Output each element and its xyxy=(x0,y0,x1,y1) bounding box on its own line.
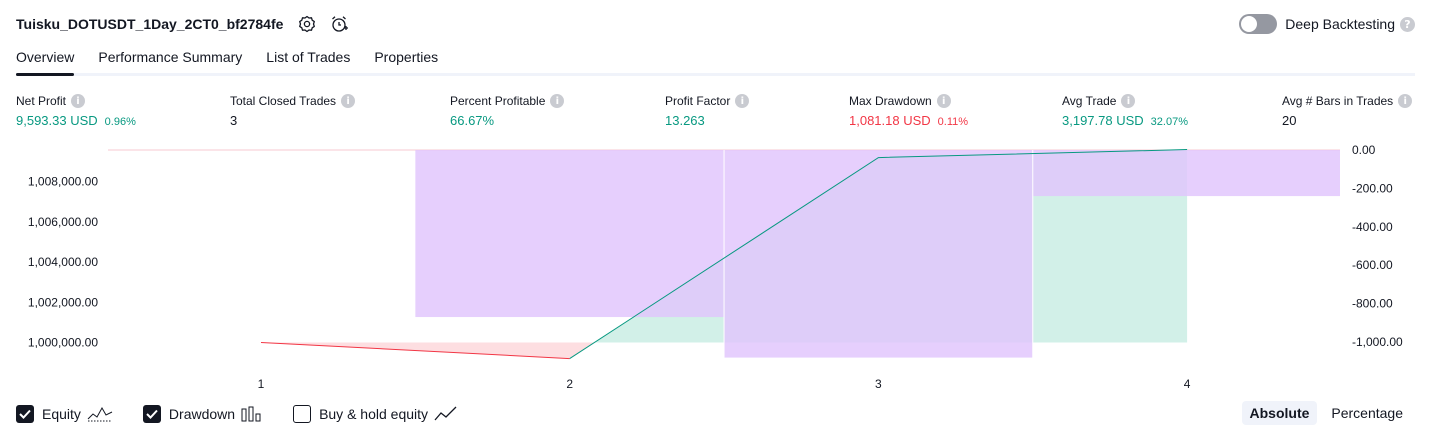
metric-avg-trade: Avg Trade i 3,197.78 USD 32.07% xyxy=(1062,93,1188,128)
metric-percent: 0.11% xyxy=(937,116,969,128)
metric-label: Net Profit xyxy=(16,94,67,108)
metric-value: 1,081.18 USD xyxy=(849,113,931,128)
metric-value: 9,593.33 USD xyxy=(16,113,98,128)
metric-value: 3 xyxy=(230,113,238,128)
left-axis-tick-label: 1,008,000.00 xyxy=(28,175,98,189)
absolute-button[interactable]: Absolute xyxy=(1241,401,1318,425)
legend-equity[interactable]: Equity xyxy=(16,405,113,423)
legend-label: Buy & hold equity xyxy=(319,406,429,422)
equity-line-up xyxy=(569,149,1188,359)
left-axis-tick-label: 1,004,000.00 xyxy=(28,255,98,269)
metric-percent: 0.96% xyxy=(104,116,136,128)
x-axis-tick-label: 2 xyxy=(566,377,573,391)
drawdown-checkbox[interactable] xyxy=(142,405,161,423)
metric-value: 13.263 xyxy=(665,113,705,128)
help-icon[interactable]: i xyxy=(550,94,565,108)
metric-label: Max Drawdown xyxy=(849,94,932,108)
deep-backtesting-label: Deep Backtesting xyxy=(1285,16,1395,32)
help-icon[interactable]: i xyxy=(1398,94,1413,108)
deep-backtesting-toggle[interactable] xyxy=(1239,14,1278,34)
toggle-knob xyxy=(1241,16,1258,32)
metric-value: 20 xyxy=(1282,113,1297,128)
metric-label: Avg Trade xyxy=(1062,94,1117,108)
drawdown-bar xyxy=(415,150,725,318)
drawdown-bar xyxy=(1032,150,1340,197)
metric-profit-factor: Profit Factor i 13.263 xyxy=(665,93,750,128)
deep-backtesting: Deep Backtesting ? xyxy=(1239,13,1415,35)
legend-drawdown[interactable]: Drawdown xyxy=(142,405,263,423)
metric-percent-profitable: Percent Profitable i 66.67% xyxy=(450,93,565,128)
tab-overview[interactable]: Overview xyxy=(16,44,75,76)
help-icon[interactable]: i xyxy=(936,94,951,108)
equity-checkbox[interactable] xyxy=(16,405,34,423)
buy-hold-checkbox[interactable] xyxy=(293,405,312,423)
metrics-row: Net Profit i 9,593.33 USD 0.96% Total Clos… xyxy=(0,93,1431,133)
right-axis-tick-label: -400.00 xyxy=(1352,220,1393,234)
help-icon[interactable]: i xyxy=(341,94,356,108)
help-icon[interactable]: i xyxy=(71,94,86,108)
metric-label: Percent Profitable xyxy=(450,94,546,108)
metric-value: 3,197.78 USD xyxy=(1062,113,1144,128)
metric-label: Avg # Bars in Trades xyxy=(1282,94,1394,108)
right-axis-tick-label: -800.00 xyxy=(1352,297,1393,311)
legend-label: Drawdown xyxy=(168,406,236,422)
metric-avg-bars-in-trades: Avg # Bars in Trades i 20 xyxy=(1282,93,1413,128)
equity-line-icon xyxy=(87,405,113,423)
equity-line-down xyxy=(260,342,570,360)
metric-total-closed-trades: Total Closed Trades i 3 xyxy=(230,93,356,128)
left-axis-tick-label: 1,000,000.00 xyxy=(28,336,98,350)
right-axis-tick-label: -200.00 xyxy=(1352,181,1393,195)
x-axis-tick-label: 3 xyxy=(875,377,882,391)
metric-max-drawdown: Max Drawdown i 1,081.18 USD 0.11% xyxy=(849,93,968,128)
tab-properties[interactable]: Properties xyxy=(374,49,439,65)
help-icon[interactable]: ? xyxy=(1400,16,1415,32)
metric-percent: 32.07% xyxy=(1150,116,1188,128)
drawdown-bars-icon xyxy=(241,405,263,423)
chart-legend: Equity Drawdown Buy & hold equity xyxy=(16,403,488,425)
metric-label: Profit Factor xyxy=(665,94,731,108)
tab-list-of-trades[interactable]: List of Trades xyxy=(266,49,351,65)
scale-mode-switch: Absolute Percentage xyxy=(1236,401,1412,425)
metric-value: 66.67% xyxy=(450,113,495,128)
metric-label: Total Closed Trades xyxy=(230,94,337,108)
x-axis-tick-label: 4 xyxy=(1184,377,1191,391)
tab-bar: Overview Performance Summary List of Tra… xyxy=(16,44,1415,76)
tab-performance-summary[interactable]: Performance Summary xyxy=(98,49,243,65)
legend-buy-hold-equity[interactable]: Buy & hold equity xyxy=(293,405,458,423)
drawdown-bar xyxy=(724,150,1033,358)
right-axis-tick-label: 0.00 xyxy=(1352,143,1376,157)
alarm-clock-plus-icon[interactable] xyxy=(329,14,349,34)
percentage-button[interactable]: Percentage xyxy=(1331,405,1403,421)
buy-hold-line-icon xyxy=(434,405,458,423)
right-axis-tick-label: -1,000.00 xyxy=(1352,335,1403,349)
help-icon[interactable]: i xyxy=(735,94,750,108)
help-icon[interactable]: i xyxy=(1121,94,1136,108)
strategy-header: Tuisku_DOTUSDT_1Day_2CT0_bf2784fe xyxy=(16,12,349,36)
equity-drawdown-chart[interactable]: 1,000,000.00 1,002,000.00 1,004,000.00 1,00… xyxy=(0,140,1431,395)
left-axis-tick-label: 1,006,000.00 xyxy=(28,215,98,229)
metric-net-profit: Net Profit i 9,593.33 USD 0.96% xyxy=(16,93,136,128)
x-axis-tick-label: 1 xyxy=(258,377,265,391)
left-axis-tick-label: 1,002,000.00 xyxy=(28,295,98,309)
strategy-title: Tuisku_DOTUSDT_1Day_2CT0_bf2784fe xyxy=(16,16,284,32)
gear-icon[interactable] xyxy=(297,14,317,34)
right-axis-tick-label: -600.00 xyxy=(1352,258,1393,272)
legend-label: Equity xyxy=(42,406,81,422)
